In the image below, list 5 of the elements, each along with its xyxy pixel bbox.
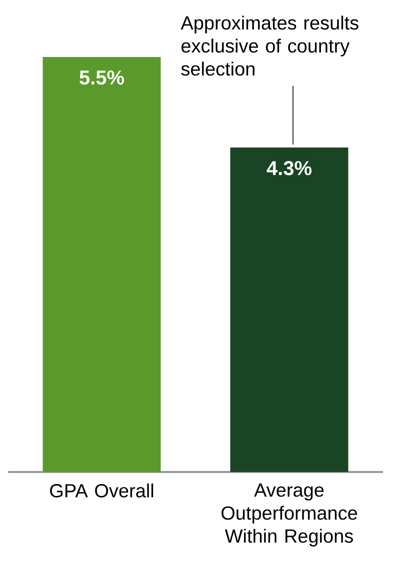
x-tick-label: GPA Overall: [50, 484, 154, 498]
data-label: 4.3%: [266, 161, 312, 176]
annotation: Approximates results exclusive of country selection: [180, 16, 358, 76]
data-label: 5.5%: [80, 70, 124, 85]
x-tick-label: Average Outperformance Within Regions: [222, 484, 358, 547]
